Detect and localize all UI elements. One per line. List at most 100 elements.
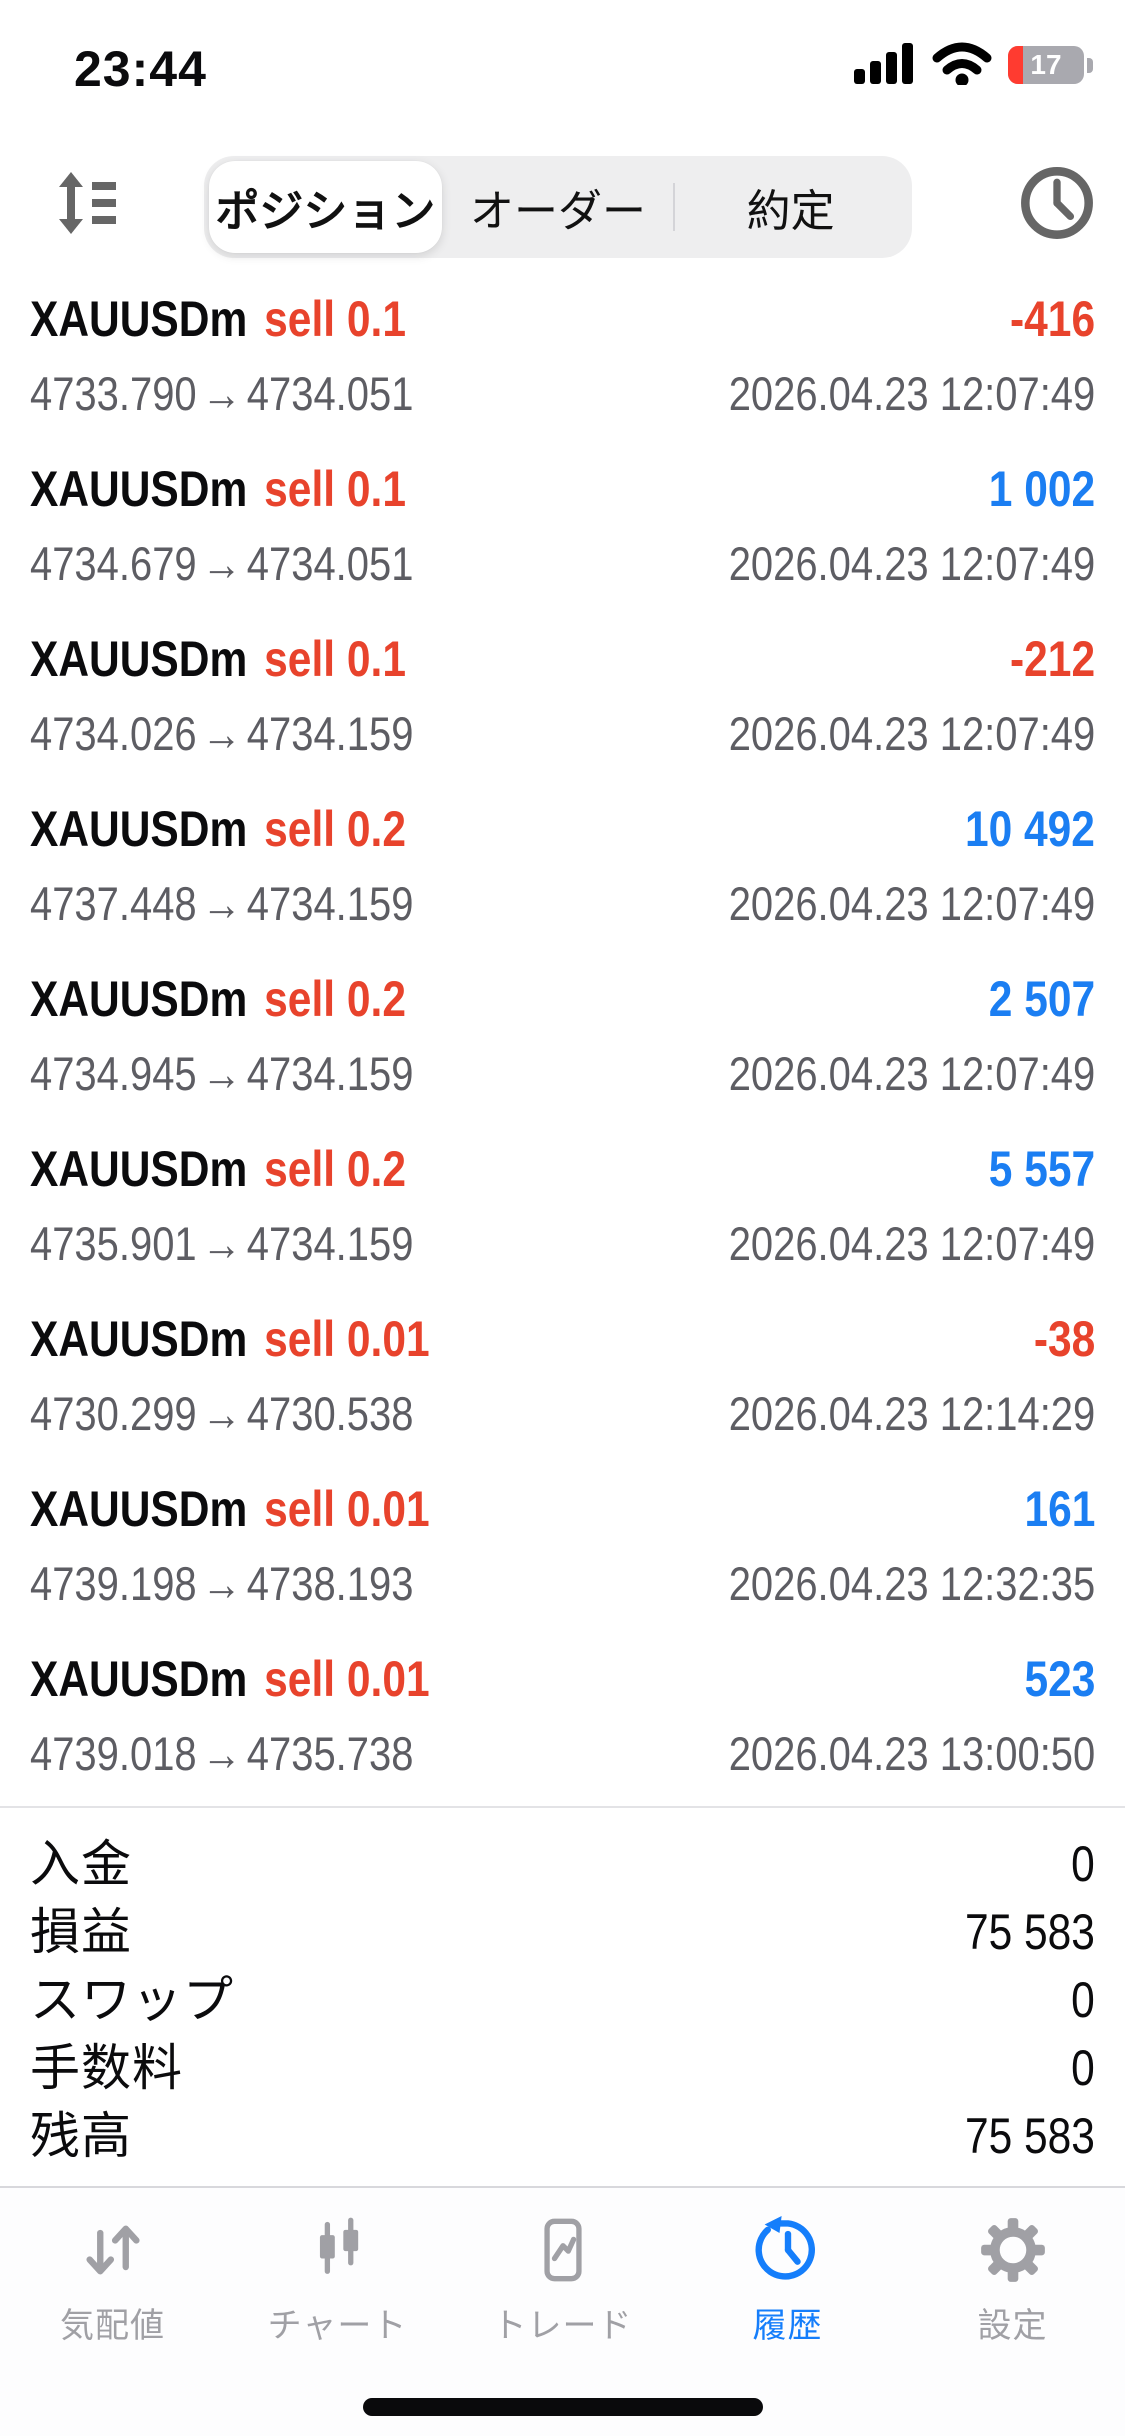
- open-price: 4734.679: [30, 537, 197, 590]
- nav-label: チャート: [267, 2307, 408, 2345]
- home-indicator[interactable]: [362, 2398, 763, 2416]
- nav-item-charts[interactable]: チャート: [225, 2188, 450, 2436]
- nav-label: 設定: [977, 2307, 1048, 2345]
- trade-icon: [529, 2216, 597, 2284]
- summary-value: 0: [1071, 1972, 1095, 2028]
- battery-icon: 17: [1008, 46, 1093, 84]
- nav-item-quotes[interactable]: 気配値: [0, 2188, 225, 2436]
- open-price: 4734.945: [30, 1047, 197, 1100]
- battery-cap: [1087, 57, 1093, 73]
- close-price: 4738.193: [246, 1557, 414, 1610]
- position-row[interactable]: XAUUSDm sell 0.2 10 492 4737.448 → 4734.15…: [0, 790, 1125, 960]
- summary-value: 75 583: [965, 1904, 1095, 1960]
- price-range: 4734.026 → 4734.159: [30, 706, 413, 761]
- symbol-name: XAUUSDm: [30, 461, 248, 517]
- close-price: 4734.159: [246, 1047, 414, 1100]
- price-range: 4734.679 → 4734.051: [30, 536, 413, 591]
- profit-value: 1 002: [988, 461, 1095, 517]
- profit-value: -212: [1009, 631, 1095, 687]
- open-price: 4733.790: [30, 367, 197, 420]
- side-volume: sell 0.2: [264, 1141, 406, 1197]
- position-title: XAUUSDm sell 0.1: [30, 290, 406, 348]
- arrow-glyph: →: [201, 877, 242, 930]
- summary-row: 手数料 0: [30, 2028, 1095, 2096]
- arrow-glyph: →: [201, 1217, 242, 1270]
- position-row[interactable]: XAUUSDm sell 0.1 -212 4734.026 → 4734.159 …: [0, 620, 1125, 790]
- profit-value: -416: [1009, 291, 1095, 347]
- side-volume: sell 0.2: [264, 801, 406, 857]
- close-price: 4734.159: [246, 877, 414, 930]
- side-volume: sell 0.1: [264, 291, 406, 347]
- history-tab[interactable]: オーダー: [470, 187, 646, 236]
- history-tab[interactable]: 約定: [674, 161, 907, 253]
- history-toolbar: ポジション オーダー 約定: [0, 130, 1125, 280]
- position-row[interactable]: XAUUSDm sell 0.2 2 507 4734.945 → 4734.159…: [0, 960, 1125, 1130]
- position-title: XAUUSDm sell 0.01: [30, 1480, 430, 1538]
- history-icon: [754, 2216, 822, 2284]
- position-row[interactable]: XAUUSDm sell 0.1 1 002 4734.679 → 4734.051…: [0, 450, 1125, 620]
- summary-row: スワップ 0: [30, 1960, 1095, 2028]
- position-title: XAUUSDm sell 0.01: [30, 1310, 430, 1368]
- nav-item-trade[interactable]: トレード: [450, 2188, 675, 2436]
- battery-level-fill: [1008, 46, 1023, 84]
- summary-label: 損益: [30, 1904, 132, 1960]
- close-time: 2026.04.23 12:07:49: [728, 877, 1095, 930]
- symbol-name: XAUUSDm: [30, 291, 248, 347]
- price-range: 4739.018 → 4735.738: [30, 1726, 413, 1781]
- nav-item-settings[interactable]: 設定: [900, 2188, 1125, 2436]
- price-range: 4734.945 → 4734.159: [30, 1046, 413, 1101]
- summary-row: 残高 75 583: [30, 2096, 1095, 2164]
- symbol-name: XAUUSDm: [30, 1651, 248, 1707]
- price-range: 4730.299 → 4730.538: [30, 1386, 413, 1441]
- close-price: 4734.159: [246, 1217, 414, 1270]
- summary-value: 0: [1071, 2040, 1095, 2096]
- close-time: 2026.04.23 12:14:29: [728, 1387, 1095, 1440]
- open-price: 4739.018: [30, 1727, 197, 1780]
- profit-value: 2 507: [988, 971, 1095, 1027]
- summary-divider: [0, 1806, 1125, 1808]
- close-price: 4734.051: [246, 537, 414, 590]
- position-row[interactable]: XAUUSDm sell 0.2 5 557 4735.901 → 4734.159…: [0, 1130, 1125, 1300]
- battery-percent: 17: [1030, 49, 1062, 80]
- summary-value: 0: [1071, 1836, 1095, 1892]
- sort-button[interactable]: [52, 166, 122, 244]
- arrow-glyph: →: [201, 707, 242, 760]
- position-row[interactable]: XAUUSDm sell 0.01 161 4739.198 → 4738.193 …: [0, 1470, 1125, 1640]
- time-filter-button[interactable]: [1017, 166, 1097, 244]
- position-row[interactable]: XAUUSDm sell 0.1 -416 4733.790 → 4734.051 …: [0, 280, 1125, 450]
- position-row[interactable]: XAUUSDm sell 0.01 523 4739.018 → 4735.738 …: [0, 1640, 1125, 1810]
- profit-value: 523: [1024, 1651, 1095, 1707]
- quotes-icon: [79, 2216, 147, 2284]
- position-title: XAUUSDm sell 0.2: [30, 1140, 406, 1198]
- profit-value: 10 492: [965, 801, 1095, 857]
- arrow-glyph: →: [201, 1557, 242, 1610]
- symbol-name: XAUUSDm: [30, 631, 248, 687]
- history-tab[interactable]: ポジション: [209, 161, 442, 253]
- symbol-name: XAUUSDm: [30, 971, 248, 1027]
- profit-value: -38: [1033, 1311, 1095, 1367]
- account-summary: 入金 0 損益 75 583 スワップ 0 手数料 0 残高 75 583: [0, 1810, 1125, 2164]
- candlestick-chart-icon: [304, 2216, 372, 2284]
- close-time: 2026.04.23 12:07:49: [728, 537, 1095, 590]
- price-range: 4739.198 → 4738.193: [30, 1556, 413, 1611]
- summary-row: 損益 75 583: [30, 1892, 1095, 1960]
- nav-item-history[interactable]: 履歴: [675, 2188, 900, 2436]
- close-price: 4734.051: [246, 367, 414, 420]
- symbol-name: XAUUSDm: [30, 1141, 248, 1197]
- side-volume: sell 0.1: [264, 631, 406, 687]
- summary-value: 75 583: [965, 2108, 1095, 2164]
- arrow-glyph: →: [201, 537, 242, 590]
- cellular-signal-icon: [854, 41, 916, 90]
- arrow-glyph: →: [201, 1727, 242, 1780]
- close-time: 2026.04.23 12:32:35: [728, 1557, 1095, 1610]
- open-price: 4739.198: [30, 1557, 197, 1610]
- open-price: 4735.901: [30, 1217, 197, 1270]
- wifi-icon: [932, 41, 992, 90]
- side-volume: sell 0.1: [264, 461, 406, 517]
- profit-value: 5 557: [988, 1141, 1095, 1197]
- position-row[interactable]: XAUUSDm sell 0.01 -38 4730.299 → 4730.538 …: [0, 1300, 1125, 1470]
- close-time: 2026.04.23 12:07:49: [728, 1217, 1095, 1270]
- open-price: 4734.026: [30, 707, 197, 760]
- open-price: 4730.299: [30, 1387, 197, 1440]
- position-title: XAUUSDm sell 0.01: [30, 1650, 430, 1708]
